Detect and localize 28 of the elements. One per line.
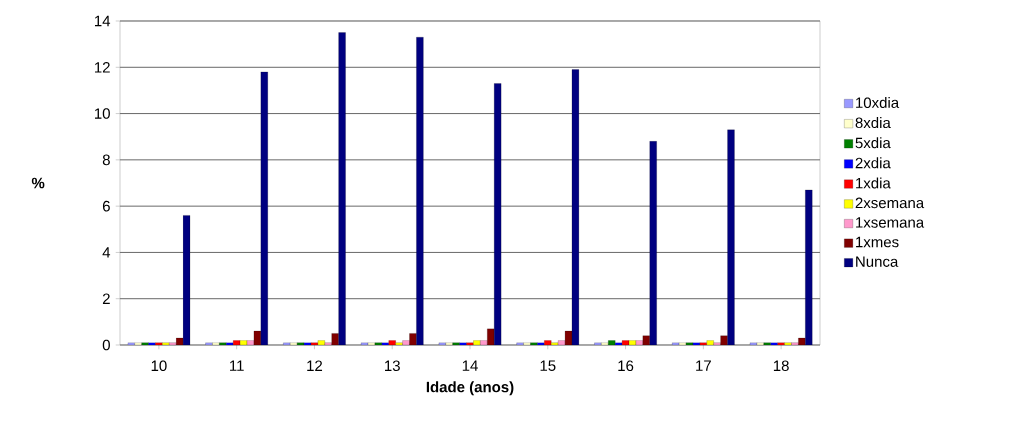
y-tick-label: 12 — [94, 62, 110, 73]
x-tick-label: 12 — [307, 360, 323, 371]
legend-label: 8xdia — [855, 117, 891, 129]
x-tick-label: 16 — [618, 360, 634, 372]
x-tick-label: 13 — [385, 360, 400, 372]
legend-label: 2xdia — [855, 157, 891, 169]
y-tick-label: 2 — [102, 293, 110, 304]
x-tick-label: 11 — [230, 360, 244, 371]
x-tick-label: 17 — [696, 360, 711, 371]
x-tick-label: 14 — [462, 360, 478, 371]
y-tick-label: 14 — [94, 15, 111, 27]
legend-label: 2xsemana — [855, 197, 925, 209]
y-tick-label: 10 — [94, 108, 110, 119]
legend-label: 1xmes — [856, 236, 899, 248]
legend-label: 1xsemana — [856, 217, 925, 228]
legend-label: 1xdia — [856, 177, 891, 189]
legend-label: 5xdia — [855, 137, 891, 149]
y-axis-title: % — [31, 177, 45, 189]
y-tick-label: 6 — [102, 200, 110, 212]
legend-label: 10xdia — [856, 96, 900, 108]
x-axis-title: Idade (anos) — [426, 381, 514, 396]
y-tick-label: 8 — [102, 154, 110, 166]
legend-label: Nunca — [856, 256, 899, 267]
x-tick-label: 18 — [773, 360, 789, 372]
y-tick-label: 4 — [102, 247, 111, 258]
x-tick-label: 15 — [540, 360, 556, 371]
y-tick-label: 0 — [102, 339, 110, 351]
x-tick-label: 10 — [151, 360, 167, 372]
